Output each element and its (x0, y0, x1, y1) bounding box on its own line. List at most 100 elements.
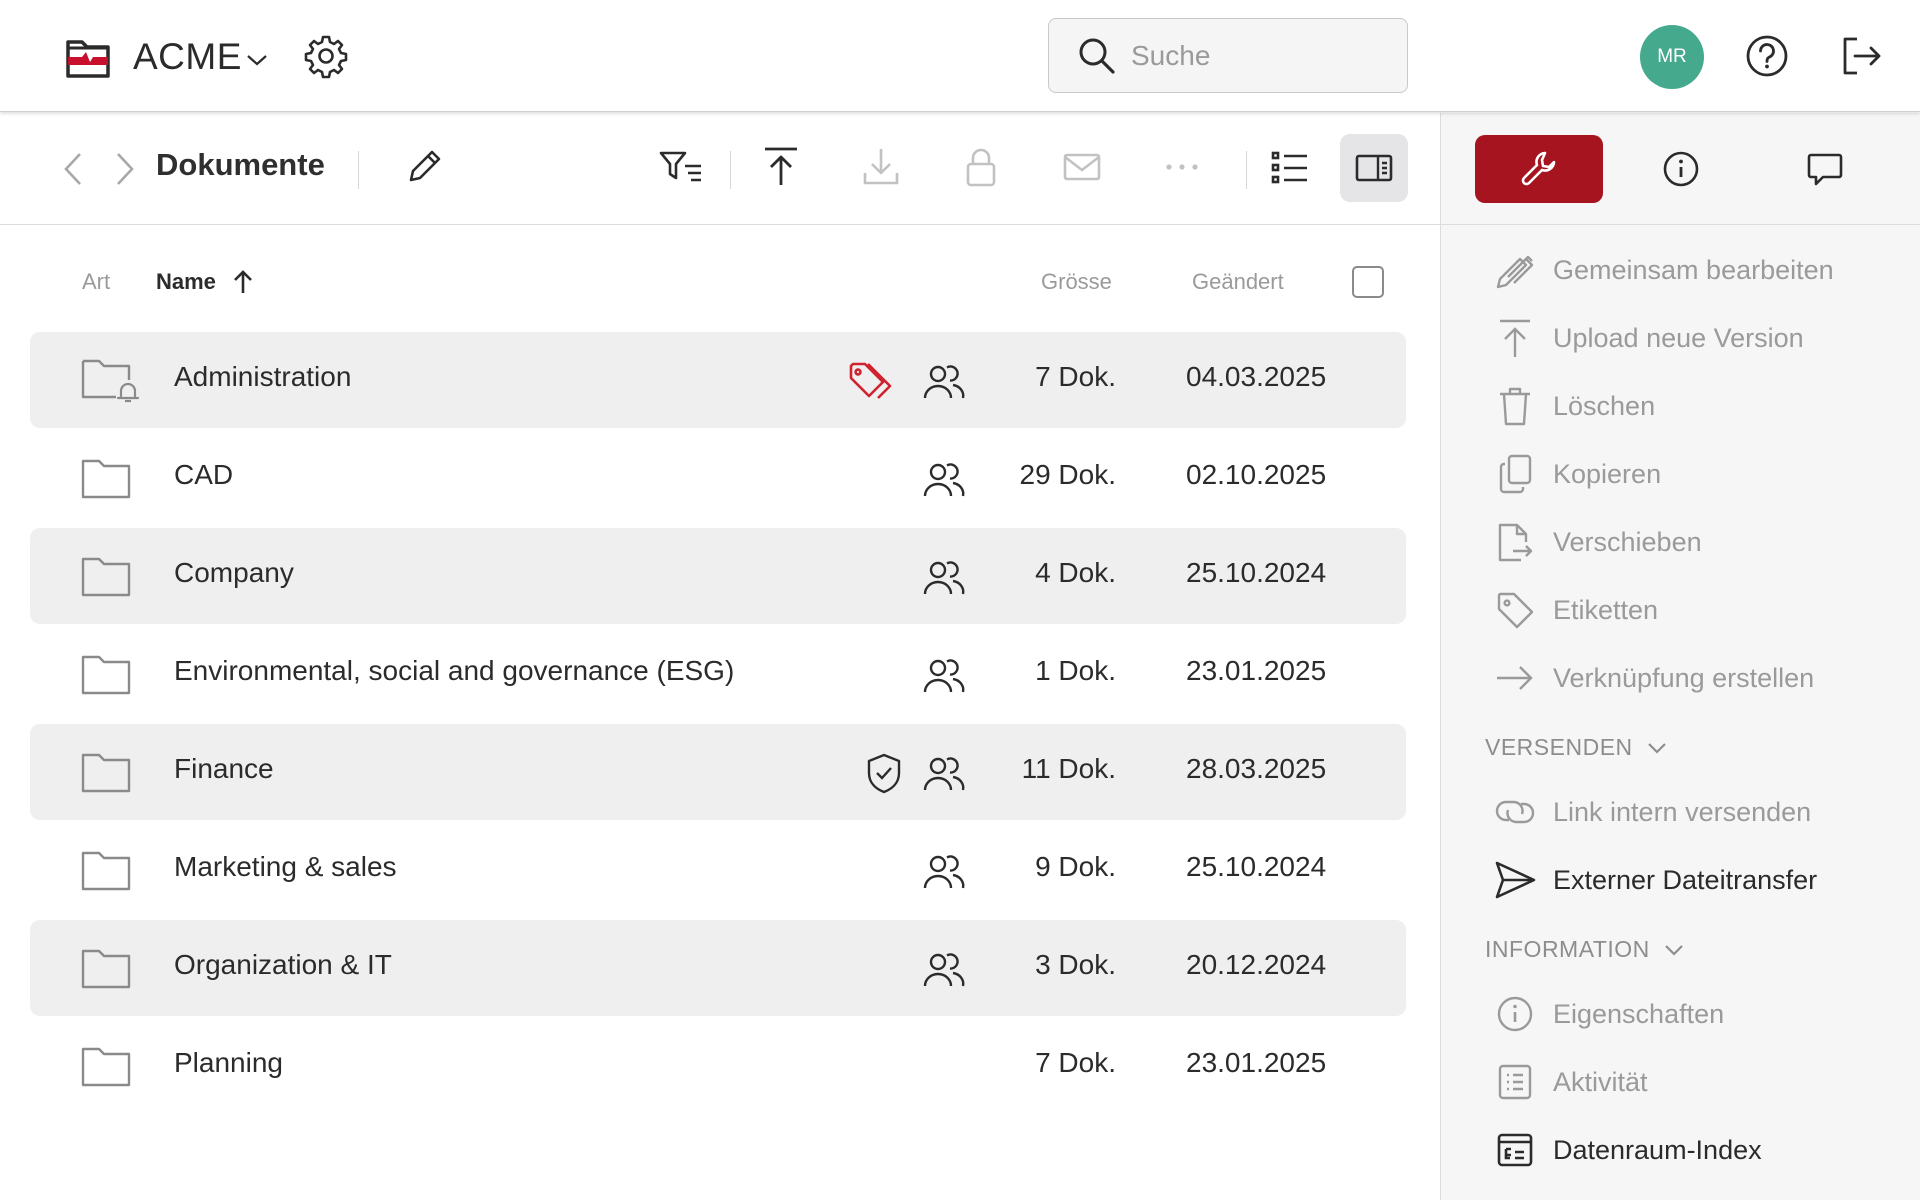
column-header-type[interactable]: Art (82, 269, 111, 294)
search-icon (1077, 36, 1117, 76)
panel-action-co-edit[interactable]: Gemeinsam bearbeiten (1493, 246, 1834, 294)
toolbar-divider (358, 151, 359, 189)
document-toolbar: Dokumente (0, 113, 1440, 225)
user-avatar[interactable]: MR (1640, 25, 1704, 89)
back-chevron-icon[interactable] (60, 150, 88, 188)
shared-users-icon[interactable] (922, 556, 966, 598)
panel-action-upload[interactable]: Upload neue Version (1493, 314, 1804, 362)
folder-notification-icon (80, 356, 144, 404)
filter-icon[interactable] (658, 147, 704, 187)
section-information[interactable]: INFORMATION (1485, 936, 1684, 963)
document-list-area: Dokumente (0, 113, 1440, 1200)
tab-comments[interactable] (1761, 135, 1889, 203)
search-box[interactable] (1048, 18, 1408, 93)
settings-gear-icon[interactable] (303, 33, 349, 79)
chevron-down-icon (1647, 742, 1667, 754)
tag-icon (1493, 588, 1537, 632)
folder-size: 9 Dok. (1035, 851, 1116, 882)
search-input[interactable] (1131, 39, 1391, 72)
folder-row[interactable]: Finance 11 Dok. 28.03.2025 (30, 724, 1406, 820)
move-icon (1493, 520, 1537, 564)
panel-action-index[interactable]: Datenraum-Index (1493, 1126, 1762, 1174)
folder-modified-date: 04.03.2025 (1186, 361, 1327, 392)
trash-icon (1493, 384, 1537, 428)
column-header-name-label: Name (156, 269, 216, 294)
folder-row[interactable]: Planning 7 Dok. 23.01.2025 (30, 1018, 1406, 1114)
toolbar-divider (730, 151, 731, 189)
folder-row[interactable]: Environmental, social and governance (ES… (30, 626, 1406, 722)
lock-icon[interactable] (964, 145, 998, 189)
folder-modified-date: 02.10.2025 (1186, 459, 1327, 490)
folder-name: Environmental, social and governance (ES… (174, 655, 735, 686)
select-all-checkbox[interactable] (1352, 266, 1384, 298)
upload-icon[interactable] (762, 145, 800, 189)
top-bar: ACME MR (0, 0, 1920, 112)
shared-users-icon[interactable] (922, 948, 966, 990)
panel-action-link[interactable]: Link intern versenden (1493, 788, 1811, 836)
folder-row[interactable]: Marketing & sales 9 Dok. 25.10.2024 (30, 822, 1406, 918)
shared-users-icon[interactable] (922, 752, 966, 794)
shared-users-icon[interactable] (922, 458, 966, 500)
panel-action-label: Löschen (1553, 390, 1656, 421)
list-view-icon[interactable] (1270, 149, 1310, 187)
folder-size: 29 Dok. (1019, 459, 1117, 490)
side-panel-tabs (1441, 113, 1920, 225)
arrow-right-icon (1493, 656, 1537, 700)
info-icon (1661, 149, 1701, 189)
info-icon (1493, 992, 1537, 1036)
folder-list: Administration 7 Dok. 04.03.2025 CAD 29 Dok.… (30, 332, 1406, 1116)
panel-action-label: Eigenschaften (1553, 998, 1725, 1029)
panel-action-trash[interactable]: Löschen (1493, 382, 1655, 430)
logout-icon[interactable] (1838, 33, 1884, 79)
panel-action-move[interactable]: Verschieben (1493, 518, 1702, 566)
folder-row[interactable]: Organization & IT 3 Dok. 20.12.2024 (30, 920, 1406, 1016)
folder-size: 7 Dok. (1035, 1047, 1116, 1078)
panel-action-label: Upload neue Version (1553, 322, 1804, 353)
column-header-modified[interactable]: Geändert (1192, 269, 1284, 294)
tab-actions[interactable] (1475, 135, 1603, 203)
comment-icon (1805, 149, 1845, 189)
panel-action-copy[interactable]: Kopieren (1493, 450, 1661, 498)
acme-logo-icon[interactable] (64, 34, 112, 80)
help-icon[interactable] (1744, 33, 1790, 79)
folder-row[interactable]: CAD 29 Dok. 02.10.2025 (30, 430, 1406, 526)
folder-row[interactable]: Company 4 Dok. 25.10.2024 (30, 528, 1406, 624)
folder-name: Company (174, 557, 294, 588)
panel-action-activity[interactable]: Aktivität (1493, 1058, 1648, 1106)
column-header-name[interactable]: Name (156, 269, 254, 295)
forward-chevron-icon[interactable] (110, 150, 138, 188)
panel-action-label: Datenraum-Index (1553, 1134, 1762, 1165)
index-icon (1493, 1128, 1537, 1172)
section-send[interactable]: VERSENDEN (1485, 734, 1667, 761)
panel-action-arrow-right[interactable]: Verknüpfung erstellen (1493, 654, 1814, 702)
co-edit-icon (1493, 248, 1537, 292)
shield-check-icon[interactable] (864, 752, 904, 794)
folder-modified-date: 25.10.2024 (1186, 851, 1327, 882)
panel-action-label: Externer Dateitransfer (1553, 864, 1818, 895)
folder-name: Finance (174, 753, 274, 784)
panel-action-tag[interactable]: Etiketten (1493, 586, 1658, 634)
folder-modified-date: 23.01.2025 (1186, 655, 1327, 686)
workspace-switcher[interactable]: ACME (133, 34, 268, 80)
shared-users-icon[interactable] (922, 850, 966, 892)
folder-icon (80, 848, 132, 892)
shared-users-icon[interactable] (922, 654, 966, 696)
folder-modified-date: 25.10.2024 (1186, 557, 1327, 588)
folder-icon (80, 456, 132, 500)
folder-row[interactable]: Administration 7 Dok. 04.03.2025 (30, 332, 1406, 428)
tags-icon[interactable] (848, 360, 892, 400)
column-header-size[interactable]: Grösse (1041, 269, 1112, 294)
mail-icon[interactable] (1062, 151, 1102, 183)
activity-icon (1493, 1060, 1537, 1104)
shared-users-icon[interactable] (922, 360, 966, 402)
toggle-side-panel-button[interactable] (1340, 134, 1408, 202)
more-options-icon[interactable] (1164, 161, 1200, 173)
tab-info[interactable] (1617, 135, 1745, 203)
rename-pencil-icon[interactable] (403, 146, 445, 188)
panel-action-send[interactable]: Externer Dateitransfer (1493, 856, 1817, 904)
copy-icon (1493, 452, 1537, 496)
download-icon[interactable] (862, 145, 900, 189)
side-panel: Gemeinsam bearbeiten Upload neue Version L… (1440, 113, 1920, 1200)
folder-title: Dokumente (156, 147, 325, 182)
panel-action-info[interactable]: Eigenschaften (1493, 990, 1724, 1038)
